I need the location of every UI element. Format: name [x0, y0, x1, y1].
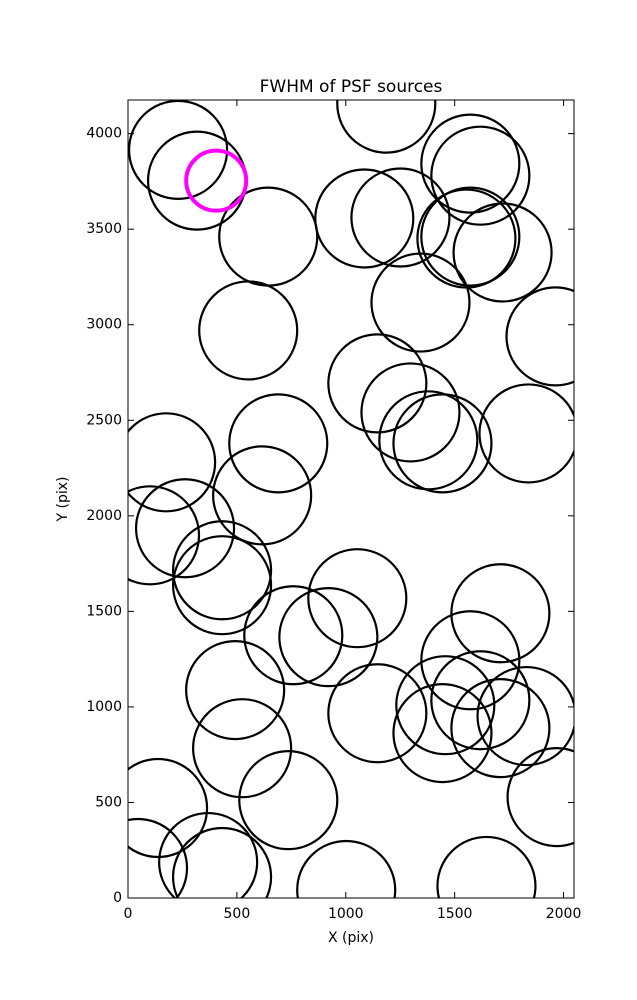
- source-circle: [128, 412, 217, 513]
- source-circle: [360, 362, 461, 463]
- y-tick-label: 1000: [86, 699, 122, 715]
- source-circle: [450, 678, 551, 779]
- source-circle: [146, 130, 248, 231]
- source-circle: [420, 113, 521, 214]
- source-circle: [476, 665, 574, 767]
- source-circle: [296, 839, 397, 898]
- source-circle: [314, 168, 415, 269]
- y-tick-label: 1500: [86, 603, 122, 619]
- source-circle: [128, 757, 209, 859]
- plot-area: [128, 100, 574, 898]
- source-circle: [238, 750, 339, 851]
- x-tick-label: 500: [224, 906, 251, 922]
- source-circle: [370, 252, 471, 353]
- source-circle: [128, 485, 201, 586]
- y-tick-label: 4000: [86, 126, 122, 142]
- source-circle: [243, 585, 344, 686]
- source-circle: [128, 817, 189, 898]
- source-circle: [158, 811, 259, 898]
- source-circle: [506, 747, 574, 848]
- source-circle: [350, 167, 451, 268]
- source-circle: [478, 383, 574, 484]
- source-circle: [185, 639, 286, 741]
- source-circle: [184, 148, 249, 213]
- y-tick-label: 2500: [86, 412, 122, 428]
- source-circle: [327, 663, 428, 764]
- source-circle: [192, 698, 293, 799]
- y-tick-label: 500: [95, 794, 122, 810]
- source-circle: [430, 650, 531, 751]
- axes-frame: [127, 99, 575, 899]
- y-tick-label: 3000: [86, 317, 122, 333]
- y-tick-label: 3500: [86, 221, 122, 237]
- source-circle: [395, 655, 496, 756]
- source-circle: [420, 610, 521, 711]
- y-tick-label: 0: [113, 890, 122, 906]
- source-circle: [307, 548, 408, 649]
- source-circle: [171, 520, 273, 621]
- source-circle: [430, 125, 531, 226]
- source-circle: [198, 280, 299, 381]
- source-circle: [336, 100, 437, 154]
- x-tick-label: 1000: [328, 906, 364, 922]
- source-circle: [392, 393, 493, 494]
- source-circle: [452, 202, 553, 303]
- source-circle: [450, 563, 551, 664]
- source-circle: [327, 333, 428, 434]
- source-circle: [505, 286, 574, 387]
- source-circle: [392, 682, 493, 784]
- x-tick-label: 0: [124, 906, 133, 922]
- source-circle: [278, 587, 379, 688]
- source-circle: [171, 826, 273, 898]
- y-axis-label: Y (pix): [55, 477, 71, 523]
- source-circle: [128, 100, 229, 200]
- x-axis-label: X (pix): [328, 930, 374, 946]
- source-circle: [436, 835, 537, 898]
- source-circle: [134, 478, 236, 579]
- x-tick-label: 1500: [437, 906, 473, 922]
- source-circle: [171, 535, 273, 636]
- chart-title: FWHM of PSF sources: [260, 77, 443, 97]
- x-tick-label: 2000: [546, 906, 582, 922]
- source-circle: [228, 393, 329, 494]
- source-circle: [420, 186, 521, 287]
- source-circle: [212, 445, 313, 546]
- y-tick-label: 2000: [86, 508, 122, 524]
